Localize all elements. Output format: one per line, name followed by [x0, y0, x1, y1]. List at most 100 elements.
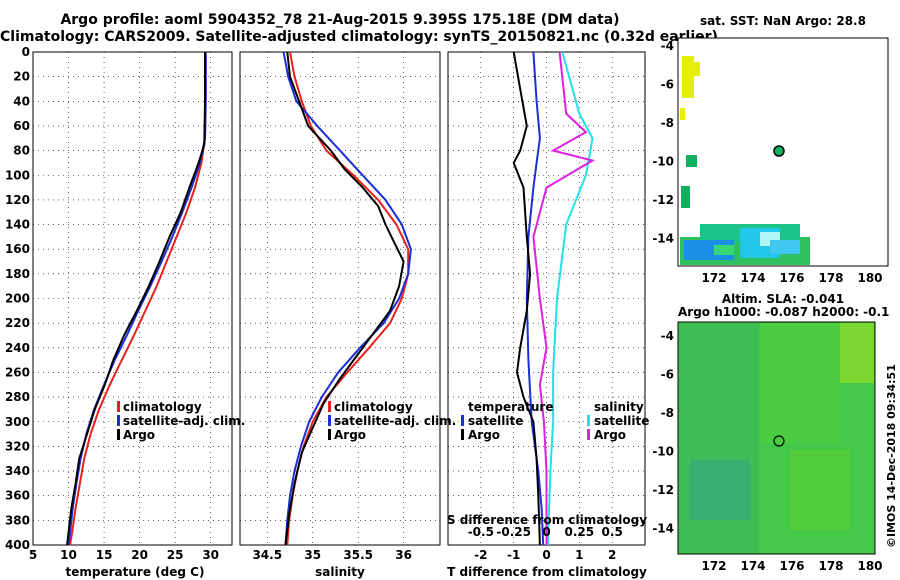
map-2-lon-label: 178 [818, 559, 843, 573]
temperature-axis-label: temperature (deg C) [66, 565, 205, 579]
depth-tick-label: 120 [5, 193, 30, 207]
s-tick-label: 0.5 [602, 525, 623, 539]
map-1-lat-label: -14 [652, 232, 674, 246]
salinity-legend: climatology satellite-adj. clim. Argo [328, 400, 456, 442]
imos-credit: ©IMOS 14-Dec-2018 09:34:51 [885, 364, 898, 548]
map-2-lat-label: -14 [652, 522, 674, 536]
map-1-lon-label: 176 [779, 271, 804, 285]
map-2-lon-label: 172 [701, 559, 726, 573]
x-tick-label: 2 [608, 548, 616, 562]
x-tick-label: 34.5 [252, 548, 282, 562]
temperature-legend: climatology satellite-adj. clim. Argo [117, 400, 245, 442]
depth-tick-label: 40 [13, 94, 30, 108]
map-2-lon-label: 180 [857, 559, 882, 573]
series-2-satellite-adj-clim- [282, 51, 412, 546]
map-2-lat-label: -4 [661, 329, 674, 343]
map-2-lat-label: -6 [661, 368, 674, 382]
map-1-lon-label: 174 [740, 271, 765, 285]
map-1-lat-label: -12 [652, 193, 674, 207]
depth-tick-label: 400 [5, 538, 30, 552]
legend-salinity-title: salinity [594, 400, 644, 414]
depth-tick-label: 260 [5, 365, 30, 379]
depth-tick-label: 220 [5, 316, 30, 330]
legend-sal-argo: Argo [594, 428, 626, 442]
s-tick-label: -0.5 [468, 525, 494, 539]
sst-map [677, 37, 889, 267]
sst-map-title: sat. SST: NaN Argo: 28.8 [700, 14, 866, 28]
depth-tick-label: 180 [5, 267, 30, 281]
map-1-lon-label: 178 [818, 271, 843, 285]
x-tick-label: 5 [29, 548, 37, 562]
sla-map [677, 321, 876, 555]
series-2-argo [284, 51, 405, 546]
depth-tick-label: 160 [5, 242, 30, 256]
salinity-axis-label: salinity [315, 565, 365, 579]
legend-temp-argo: Argo [468, 428, 500, 442]
depth-tick-label: 200 [5, 292, 30, 306]
depth-tick-label: 0 [22, 45, 30, 59]
legend-climatology-2: climatology [334, 400, 413, 414]
series-3-salinity-argo [532, 51, 596, 545]
panel-1-frame [32, 51, 233, 546]
depth-tick-label: 340 [5, 464, 30, 478]
map-2-lon-label: 176 [779, 559, 804, 573]
s-tick-label: -0.25 [496, 525, 531, 539]
map-1-lat-label: -8 [661, 116, 674, 130]
legend-sal-satellite: satellite [594, 414, 649, 428]
map-2-lat-label: -8 [661, 406, 674, 420]
x-tick-label: 25 [167, 548, 184, 562]
x-tick-label: 35 [304, 548, 321, 562]
x-tick-label: 35.5 [343, 548, 373, 562]
x-tick-label: -1 [507, 548, 520, 562]
legend-argo-2: Argo [334, 428, 366, 442]
x-tick-label: 15 [96, 548, 113, 562]
s-tick-label: 0 [542, 525, 550, 539]
x-tick-label: -2 [474, 548, 487, 562]
depth-tick-label: 240 [5, 341, 30, 355]
s-difference-axis-label: S difference from climatology [447, 513, 647, 527]
series-3-temperature-satellite [525, 51, 545, 546]
depth-tick-label: 60 [13, 119, 30, 133]
map-1-lat-label: -4 [661, 39, 674, 53]
map-1-lon-label: 180 [857, 271, 882, 285]
s-tick-label: 0.25 [565, 525, 595, 539]
plot-title-line1: Argo profile: aoml 5904352_78 21-Aug-201… [60, 12, 620, 28]
series-3-temperature-argo [512, 51, 541, 546]
depth-tick-label: 360 [5, 489, 30, 503]
map-2-lon-label: 174 [740, 559, 765, 573]
sla-map-title-line2: Argo h1000: -0.087 h2000: -0.1 [678, 305, 890, 319]
t-difference-axis-label: T difference from climatology [447, 565, 647, 579]
x-tick-label: 10 [60, 548, 77, 562]
depth-tick-label: 380 [5, 513, 30, 527]
legend-climatology: climatology [123, 400, 202, 414]
map-1-lon-label: 172 [701, 271, 726, 285]
difference-legend: temperature satellite Argo salinity sate… [461, 400, 649, 442]
map-1-lat-label: -6 [661, 78, 674, 92]
depth-tick-label: 300 [5, 415, 30, 429]
x-tick-label: 1 [575, 548, 583, 562]
map-2-lat-label: -12 [652, 483, 674, 497]
legend-satellite-adj: satellite-adj. clim. [123, 414, 245, 428]
legend-satellite-adj-2: satellite-adj. clim. [334, 414, 456, 428]
depth-tick-label: 320 [5, 439, 30, 453]
depth-tick-label: 100 [5, 168, 30, 182]
depth-tick-label: 140 [5, 218, 30, 232]
legend-temp-satellite: satellite [468, 414, 523, 428]
series-1-argo [66, 52, 206, 546]
legend-argo: Argo [123, 428, 155, 442]
series-3-salinity-satellite [546, 51, 594, 546]
plot-title-line2: Climatology: CARS2009. Satellite-adjuste… [0, 29, 718, 45]
x-tick-label: 36 [395, 548, 412, 562]
x-tick-label: 30 [202, 548, 219, 562]
depth-tick-label: 280 [5, 390, 30, 404]
sla-map-title-line1: Altim. SLA: -0.041 [721, 292, 845, 306]
x-tick-label: 20 [131, 548, 148, 562]
series-1-climatology [69, 52, 207, 546]
depth-tick-label: 20 [13, 70, 30, 84]
map-1-lat-label: -10 [652, 155, 674, 169]
x-tick-label: 0 [542, 548, 550, 562]
legend-temperature-title: temperature [468, 400, 553, 414]
depth-tick-label: 80 [13, 144, 30, 158]
map-2-lat-label: -10 [652, 445, 674, 459]
